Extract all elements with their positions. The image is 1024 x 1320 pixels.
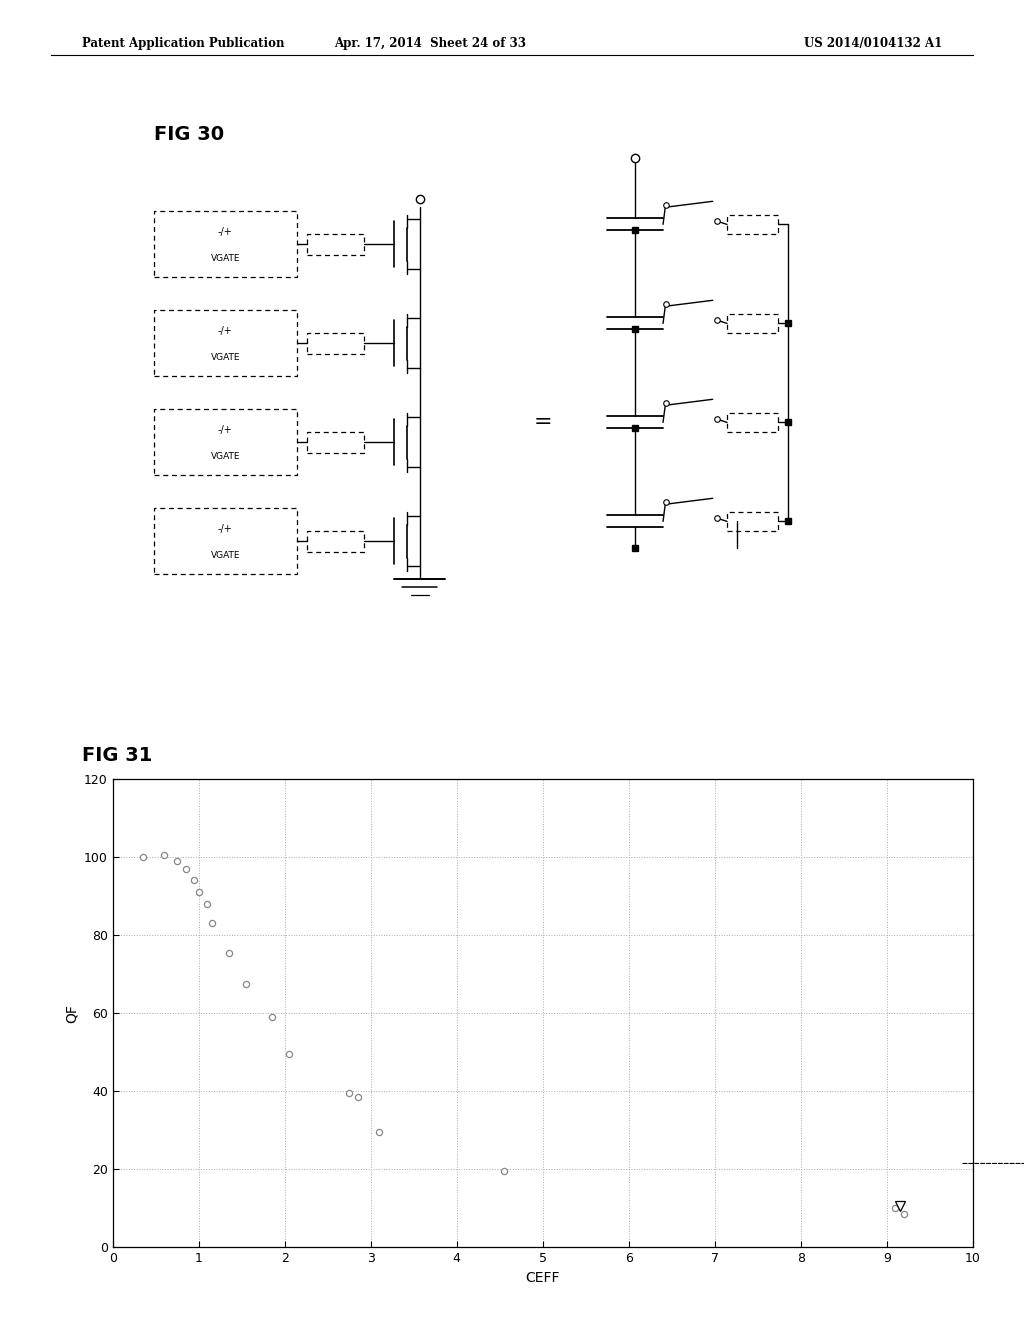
Point [263, 1006, 280, 1027]
Text: FIG 31: FIG 31 [82, 746, 153, 764]
Bar [727, 413, 778, 432]
Text: -/+: -/+ [218, 524, 232, 535]
Text: -/+: -/+ [218, 326, 232, 337]
Point [496, 1160, 512, 1181]
Text: -/+: -/+ [218, 425, 232, 436]
Text: VGATE: VGATE [211, 255, 240, 263]
Point [349, 1086, 366, 1107]
Point [887, 1197, 903, 1218]
Bar [307, 333, 364, 354]
Bar [727, 512, 778, 531]
Bar [154, 211, 297, 277]
Point [169, 850, 185, 871]
Point [156, 845, 172, 866]
Point [896, 1204, 912, 1225]
X-axis label: CEFF: CEFF [525, 1271, 560, 1284]
Point [199, 894, 215, 915]
Text: Patent Application Publication: Patent Application Publication [82, 37, 285, 50]
Y-axis label: QF: QF [65, 1003, 79, 1023]
Text: VGATE: VGATE [211, 552, 240, 560]
Bar [307, 234, 364, 255]
Point [281, 1044, 297, 1065]
Text: VGATE: VGATE [211, 354, 240, 362]
Point [186, 870, 203, 891]
Text: US 2014/0104132 A1: US 2014/0104132 A1 [804, 37, 942, 50]
Text: FIG 30: FIG 30 [154, 125, 223, 144]
Bar [727, 314, 778, 333]
Bar [307, 531, 364, 552]
Point [341, 1082, 357, 1104]
Point [371, 1122, 387, 1143]
Text: =: = [534, 412, 552, 433]
Text: VGATE: VGATE [211, 453, 240, 461]
Point [220, 942, 237, 964]
Point [238, 973, 254, 994]
Bar [154, 409, 297, 475]
Bar [154, 310, 297, 376]
Point [190, 882, 207, 903]
Point [134, 846, 151, 867]
Point [177, 858, 194, 879]
Point [204, 912, 220, 933]
Bar [727, 215, 778, 234]
Text: Apr. 17, 2014  Sheet 24 of 33: Apr. 17, 2014 Sheet 24 of 33 [334, 37, 526, 50]
Text: -/+: -/+ [218, 227, 232, 238]
Bar [307, 432, 364, 453]
Bar [154, 508, 297, 574]
